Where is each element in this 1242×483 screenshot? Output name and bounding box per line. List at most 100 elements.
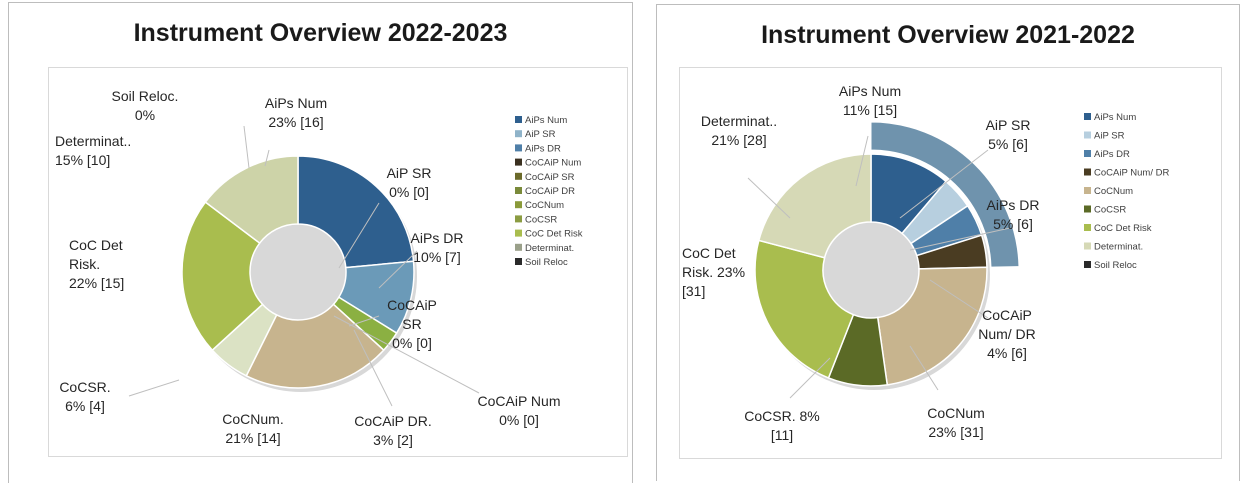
- donut-slice-7: [245, 303, 385, 389]
- legend-swatch: [1084, 242, 1091, 250]
- legend-swatch: [515, 201, 522, 209]
- slice-label: AiP SR: [986, 117, 1031, 133]
- slice-label: 0% [0]: [392, 335, 432, 351]
- slice-label: CoCSR. 8%: [744, 408, 819, 424]
- leader-line: [338, 202, 380, 269]
- slice-label: CoCNum.: [222, 411, 283, 427]
- legend-swatch: [515, 172, 522, 180]
- legend-entry: CoCAiP Num: [525, 158, 581, 169]
- doughnut-chart: AiPs Num 23% [16] AiP SR 0% [0] AiPs DR 10% […: [55, 88, 583, 448]
- donut-slice-7: [754, 239, 855, 379]
- slice-label: 3% [2]: [373, 432, 413, 448]
- legend-swatch: [1084, 261, 1091, 268]
- slice-label: CoCSR.: [59, 379, 110, 395]
- slice-label: 0%: [135, 107, 155, 123]
- chart-title: Instrument Overview 2022-2023: [133, 19, 508, 47]
- slice-label: 22% [15]: [69, 275, 124, 291]
- leader-line: [353, 329, 393, 407]
- donut-slice-1: [297, 155, 415, 269]
- leader-line: [909, 227, 1011, 251]
- outer-highlight-ring: [870, 121, 1020, 268]
- slice-label: [31]: [682, 283, 705, 299]
- leader-line: [348, 315, 380, 327]
- legend-entry: Determinat.: [1094, 242, 1143, 253]
- slice-label: CoCAiP: [982, 307, 1032, 323]
- donut-slice-9: [181, 201, 264, 352]
- slice-label: Soil Reloc.: [112, 88, 179, 104]
- slice-label: AiPs Num: [839, 83, 901, 99]
- legend-entry: CoCNum: [525, 200, 564, 211]
- slice-label: 5% [6]: [993, 216, 1033, 232]
- slice-label: AiP SR: [387, 165, 432, 181]
- legend-entry: CoCSR: [1094, 205, 1126, 216]
- slice-label: Determinat..: [701, 113, 777, 129]
- slice-label: 23% [16]: [268, 114, 323, 130]
- slice-label: CoC Det: [682, 245, 736, 261]
- legend-entry: CoCAiP Num/ DR: [1094, 168, 1169, 179]
- slice-label: Risk.: [69, 256, 100, 272]
- legend-entry: AiPs DR: [525, 143, 561, 154]
- legend-entry: Soil Reloc: [525, 257, 568, 268]
- legend-swatch: [1084, 187, 1091, 194]
- legend-swatch: [515, 158, 522, 166]
- slice-label: 5% [6]: [988, 136, 1028, 152]
- slice-label: Risk. 23%: [682, 264, 745, 280]
- donut-slice-10: [204, 155, 299, 245]
- legend-entry: CoC Det Risk: [525, 229, 583, 240]
- legend-swatch: [515, 187, 522, 194]
- legend-swatch: [515, 229, 522, 237]
- slice-label: 21% [28]: [711, 132, 766, 148]
- legend-entry: AiPs DR: [1094, 149, 1130, 160]
- slice-label: 4% [6]: [987, 345, 1027, 361]
- slice-label: 10% [7]: [413, 249, 460, 265]
- legend-swatch: [515, 116, 522, 123]
- slice-label: 23% [31]: [928, 424, 983, 440]
- leader-line: [264, 149, 270, 167]
- legend-entry: AiPs Num: [525, 115, 567, 126]
- legend-entry: CoC Det Risk: [1094, 223, 1152, 234]
- plot-area: AiPs Num 23% [16] AiP SR 0% [0] AiPs DR 10% […: [48, 67, 628, 457]
- legend-swatch: [515, 243, 522, 251]
- leader-line: [899, 149, 989, 219]
- legend-swatch: [1084, 113, 1091, 120]
- legend-swatch: [1084, 205, 1091, 213]
- slice-label: 0% [0]: [389, 184, 429, 200]
- slice-label: 21% [14]: [225, 430, 280, 446]
- leader-line: [333, 315, 480, 394]
- slice-label: 0% [0]: [499, 412, 539, 428]
- legend-entry: AiP SR: [1094, 131, 1125, 142]
- slice-label: CoC Det: [69, 237, 123, 253]
- doughnut-chart: AiPs Num 11% [15] AiP SR 5% [6] AiPs DR 5% [6…: [682, 83, 1169, 443]
- legend-swatch: [515, 258, 522, 265]
- slice-label: AiPs DR: [411, 230, 464, 246]
- leader-line: [789, 357, 831, 399]
- donut-slice-5: [876, 266, 988, 386]
- donut-slice-8: [757, 153, 872, 259]
- leader-line: [855, 135, 869, 187]
- legend-swatch: [515, 130, 522, 138]
- slice-label: [11]: [771, 427, 793, 443]
- leader-line: [128, 379, 180, 397]
- legend-entry: CoCNum: [1094, 186, 1133, 197]
- slice-label: 6% [4]: [65, 398, 105, 414]
- legend-swatch: [515, 215, 522, 223]
- leader-line: [929, 279, 989, 319]
- leader-line: [378, 250, 418, 289]
- legend-entry: AiP SR: [525, 129, 556, 140]
- slice-label: CoCAiP DR.: [354, 413, 432, 429]
- legend-entry: Soil Reloc: [1094, 260, 1137, 271]
- legend-entry: CoCAiP SR: [525, 172, 575, 183]
- chart-title: Instrument Overview 2021-2022: [761, 21, 1135, 49]
- legend-swatch: [515, 144, 522, 152]
- legend-swatch: [1084, 168, 1091, 176]
- slice-label: Determinat..: [55, 133, 131, 149]
- plot-area: AiPs Num 11% [15] AiP SR 5% [6] AiPs DR 5% [6…: [679, 67, 1222, 459]
- chart-panel-2022-2023: Instrument Overview 2022-2023 AiPs Num 23…: [8, 2, 633, 483]
- leader-line: [243, 125, 250, 169]
- chart-panel-2021-2022: Instrument Overview 2021-2022 AiPs Num 11…: [656, 4, 1240, 481]
- leader-line: [747, 177, 791, 219]
- slice-label: Num/ DR: [978, 326, 1036, 342]
- legend-entry: AiPs Num: [1094, 112, 1136, 123]
- slice-label: AiPs Num: [265, 95, 327, 111]
- leader-line: [909, 345, 939, 391]
